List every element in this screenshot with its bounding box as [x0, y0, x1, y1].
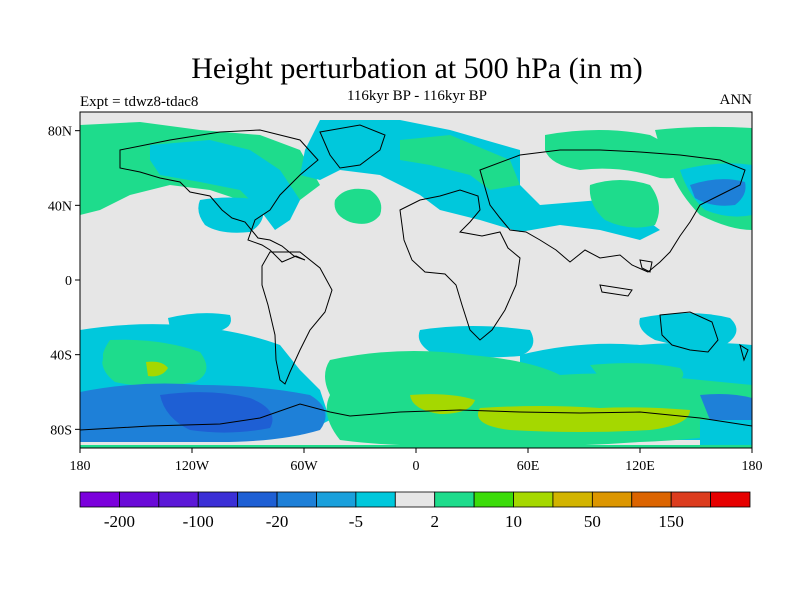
axis-ticks: 180 120W 60W 0 60E 120E 180 80N 40N 0 40S 80S	[48, 125, 763, 474]
colorbar-label: 2	[430, 512, 439, 531]
colorbar-swatch	[355, 491, 396, 508]
colorbar-swatch	[552, 491, 593, 508]
lon-tick-label: 60W	[290, 459, 318, 474]
colorbar-swatch	[670, 491, 711, 508]
lon-tick-label: 180	[70, 459, 91, 474]
map-title: Height perturbation at 500 hPa (in m)	[191, 52, 643, 85]
lat-tick-label: 40S	[50, 349, 72, 364]
colorbar-swatch	[473, 491, 514, 508]
lat-tick-label: 80S	[50, 423, 72, 438]
colorbar: -200 -100 -20 -5 2 10 50 150	[79, 491, 751, 531]
lat-tick-label: 0	[65, 274, 72, 289]
lat-tick-label: 40N	[48, 199, 72, 214]
colorbar-swatch	[434, 491, 475, 508]
colorbar-swatch	[237, 491, 278, 508]
colorbar-swatch	[394, 491, 436, 508]
lon-tick-label: 120W	[175, 459, 210, 474]
lon-tick-label: 60E	[517, 459, 540, 474]
colorbar-swatch	[276, 491, 317, 508]
colorbar-swatch	[158, 491, 199, 508]
lon-tick-label: 120E	[625, 459, 655, 474]
colorbar-label: -5	[349, 512, 363, 531]
colorbar-label: 150	[658, 512, 684, 531]
season-label: ANN	[719, 92, 753, 108]
lon-tick-label: 180	[742, 459, 763, 474]
map-subtitle: 116kyr BP - 116kyr BP	[346, 88, 487, 104]
colorbar-swatch	[513, 491, 554, 508]
colorbar-swatch	[197, 491, 239, 508]
colorbar-swatch	[316, 491, 357, 508]
lat-tick-label: 80N	[48, 125, 72, 140]
colorbar-label: -100	[183, 512, 214, 531]
experiment-label: Expt = tdwz8-tdac8	[80, 94, 199, 110]
colorbar-swatch	[631, 491, 672, 508]
colorbar-label: -200	[104, 512, 135, 531]
colorbar-swatch	[119, 491, 160, 508]
colorbar-label: -20	[266, 512, 289, 531]
colorbar-swatch	[79, 491, 120, 508]
colorbar-swatch	[591, 491, 633, 508]
colorbar-swatch	[710, 491, 751, 508]
colorbar-label: 10	[505, 512, 522, 531]
coastlines	[80, 124, 752, 431]
lon-tick-label: 0	[413, 459, 420, 474]
colorbar-label: 50	[584, 512, 601, 531]
